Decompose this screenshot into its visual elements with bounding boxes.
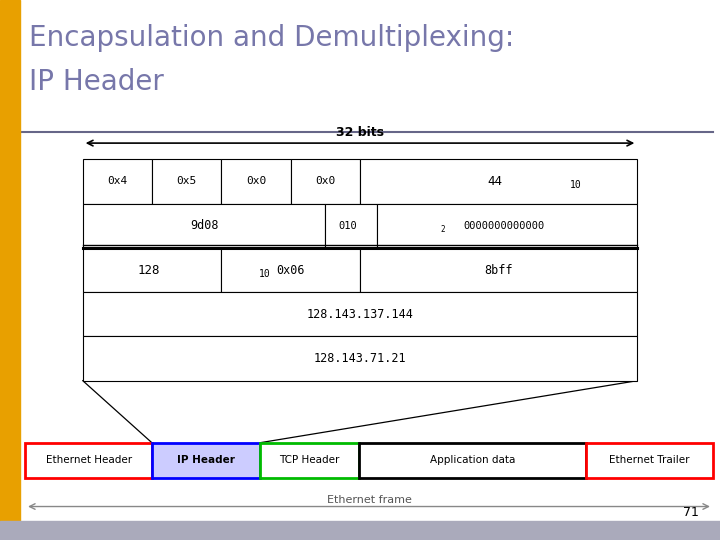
Text: 71: 71 (683, 507, 698, 519)
Bar (0, 0, 20, 540)
Text: 128.143.71.21: 128.143.71.21 (314, 352, 406, 365)
Text: Encapsulation and Demultiplexing:: Encapsulation and Demultiplexing: (29, 24, 514, 52)
Text: IP Header: IP Header (29, 68, 163, 96)
Bar (83, 159, 152, 204)
Bar (83, 204, 325, 248)
Text: Ethernet Trailer: Ethernet Trailer (609, 455, 690, 465)
Bar (152, 443, 259, 478)
Text: Ethernet Header: Ethernet Header (45, 455, 132, 465)
Bar (83, 336, 637, 381)
Bar (25, 443, 152, 478)
Text: 0x0: 0x0 (246, 177, 266, 186)
Bar (0, 521, 720, 540)
Bar (325, 204, 377, 248)
Text: 128.143.137.144: 128.143.137.144 (307, 308, 413, 321)
Text: 10: 10 (259, 269, 271, 279)
Bar (291, 159, 360, 204)
Bar (359, 443, 586, 478)
Text: IP Header: IP Header (177, 455, 235, 465)
Text: 0x4: 0x4 (107, 177, 127, 186)
Text: 44: 44 (487, 175, 503, 188)
Text: 0000000000000: 0000000000000 (463, 221, 544, 231)
Bar (259, 443, 359, 478)
Bar (360, 159, 637, 204)
Text: 9d08: 9d08 (190, 219, 218, 232)
Text: TCP Header: TCP Header (279, 455, 340, 465)
Bar (377, 204, 637, 248)
Text: 0x06: 0x06 (276, 264, 305, 276)
Text: 0x0: 0x0 (315, 177, 336, 186)
Text: 2: 2 (441, 225, 445, 234)
Bar (586, 443, 713, 478)
Text: Ethernet frame: Ethernet frame (327, 495, 411, 505)
Text: 32 bits: 32 bits (336, 126, 384, 139)
Text: 10: 10 (570, 180, 582, 190)
Bar (222, 159, 291, 204)
Bar (152, 159, 222, 204)
Text: 010: 010 (338, 221, 357, 231)
Bar (360, 248, 637, 292)
Bar (83, 248, 222, 292)
Text: 128: 128 (138, 264, 160, 276)
Bar (222, 248, 360, 292)
Bar (83, 292, 637, 336)
Text: 8bff: 8bff (485, 264, 513, 276)
Text: Application data: Application data (430, 455, 516, 465)
Text: 0x5: 0x5 (176, 177, 197, 186)
